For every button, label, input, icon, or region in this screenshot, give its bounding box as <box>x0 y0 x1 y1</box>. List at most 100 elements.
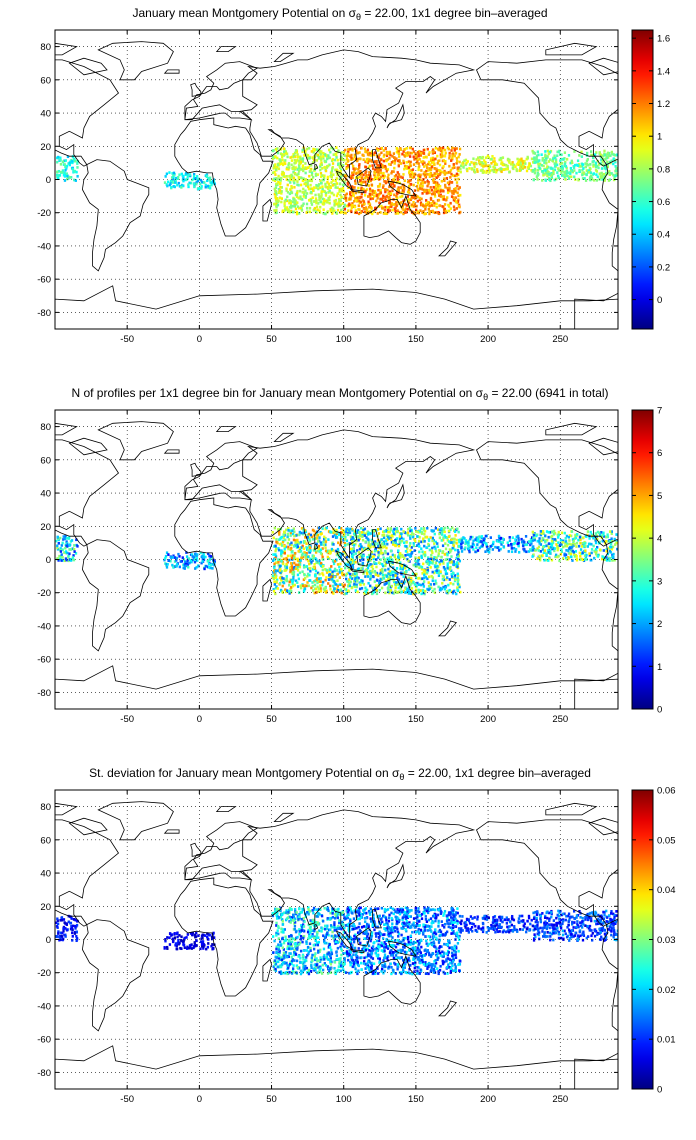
data-bin <box>383 529 386 533</box>
data-bin <box>444 547 448 551</box>
data-bin <box>438 169 441 172</box>
data-bin <box>59 557 62 561</box>
data-bin <box>519 168 523 172</box>
data-bin <box>366 555 369 559</box>
data-bin <box>279 160 282 164</box>
data-bin <box>338 571 341 574</box>
data-bin <box>349 535 353 539</box>
data-bin <box>359 173 362 176</box>
data-bin <box>440 533 444 536</box>
data-bin <box>466 541 469 544</box>
data-bin <box>64 165 67 169</box>
data-bin <box>277 547 280 550</box>
data-bin <box>414 152 417 155</box>
data-bin <box>346 542 349 546</box>
data-bin <box>366 537 369 541</box>
data-bin <box>385 561 389 564</box>
data-bin <box>300 531 303 535</box>
data-bin <box>68 552 71 556</box>
data-bin <box>493 160 496 163</box>
data-bin <box>347 209 350 213</box>
data-bin <box>433 174 436 178</box>
data-bin <box>300 209 304 212</box>
data-bin <box>320 161 323 165</box>
data-bin <box>307 559 310 563</box>
data-bin <box>392 179 396 183</box>
data-bin <box>368 546 371 549</box>
data-bin <box>381 196 385 200</box>
data-bin <box>524 162 527 165</box>
data-bin <box>63 171 66 175</box>
data-bin <box>169 182 172 185</box>
data-bin <box>433 201 436 205</box>
data-bin <box>319 157 323 160</box>
data-bin <box>531 555 534 558</box>
data-bin <box>487 156 491 159</box>
data-bin <box>61 559 64 562</box>
data-bin <box>403 154 407 158</box>
data-bin <box>476 549 480 552</box>
data-bin <box>335 212 339 215</box>
data-bin <box>273 192 276 196</box>
data-bin <box>429 557 433 561</box>
data-bin <box>390 538 393 541</box>
data-bin <box>283 161 286 165</box>
data-bin <box>490 161 493 165</box>
data-bin <box>438 212 441 215</box>
coastline-arctic1 <box>545 42 598 56</box>
data-bin <box>275 208 278 212</box>
data-bin <box>541 159 544 162</box>
data-bin <box>413 204 416 208</box>
data-bin <box>608 170 611 173</box>
data-bin <box>381 551 384 555</box>
data-bin <box>416 181 420 185</box>
data-bin <box>359 526 363 530</box>
data-bin <box>578 551 581 555</box>
data-bin <box>378 581 381 585</box>
data-bin <box>395 526 398 530</box>
data-bin <box>372 191 376 195</box>
data-bin <box>550 558 554 562</box>
data-bin <box>412 572 416 576</box>
data-bin <box>440 528 443 532</box>
data-bin <box>399 541 402 544</box>
data-bin <box>492 170 496 174</box>
data-bin <box>378 201 381 205</box>
data-bin <box>451 191 454 195</box>
data-bin <box>441 205 444 208</box>
data-bin <box>599 153 602 157</box>
data-bin <box>366 148 370 152</box>
data-bin <box>431 148 435 152</box>
data-bin <box>383 208 387 212</box>
data-bin <box>315 561 318 564</box>
data-bin <box>274 576 278 580</box>
data-bin <box>411 176 414 179</box>
data-bin <box>307 532 311 536</box>
data-bin <box>322 543 326 547</box>
data-bin <box>431 174 434 178</box>
data-bin <box>437 569 440 573</box>
data-bin <box>291 210 295 214</box>
data-bin <box>386 535 390 539</box>
data-bin <box>366 533 370 536</box>
data-bin <box>433 192 437 196</box>
data-bin <box>391 543 395 546</box>
data-bin <box>293 583 297 587</box>
data-bin <box>172 175 175 178</box>
data-bin <box>610 150 613 154</box>
data-bin <box>362 200 366 203</box>
data-bin <box>364 180 367 184</box>
data-bin <box>314 531 317 535</box>
data-bin <box>457 555 460 558</box>
data-bin <box>379 197 382 201</box>
data-bin <box>413 197 417 200</box>
data-bin <box>546 149 550 153</box>
data-bin <box>444 569 447 573</box>
data-bin <box>411 147 414 151</box>
data-bin <box>289 176 292 180</box>
data-bin <box>336 584 340 588</box>
data-bin <box>524 543 527 547</box>
data-bin <box>304 178 307 181</box>
data-bin <box>403 167 406 171</box>
y-tick-label: 60 <box>40 75 51 86</box>
